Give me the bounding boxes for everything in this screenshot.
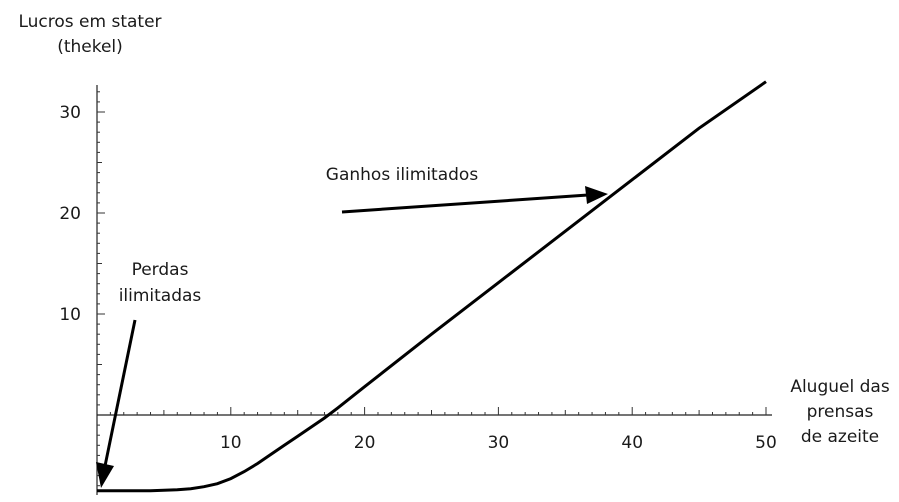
- payoff-curve: [97, 80, 767, 493]
- y-tick-label: 10: [59, 305, 81, 325]
- y-tick-label: 30: [59, 103, 81, 123]
- x-ticks: 10 20 30 40 50: [109, 407, 777, 453]
- gains-arrow-head: [585, 186, 608, 204]
- x-tick-label: 50: [755, 433, 777, 453]
- annotation-losses-line1: Perdas: [132, 260, 189, 280]
- x-axis-title-line1: Aluguel das: [790, 377, 889, 397]
- y-ticks: 10 20 30: [59, 91, 105, 487]
- annotation-gains: Ganhos ilimitados: [326, 165, 479, 185]
- x-tick-label: 20: [354, 433, 376, 453]
- x-axis-title-line2: prensas: [807, 402, 874, 422]
- annotation-losses-line2: ilimitadas: [119, 286, 202, 306]
- x-tick-label: 30: [488, 433, 510, 453]
- y-axis-title-line1: Lucros em stater: [18, 12, 161, 32]
- y-axis-title-line2: (thekel): [57, 37, 123, 57]
- x-axis-title-line3: de azeite: [801, 427, 879, 447]
- x-tick-label: 10: [220, 433, 242, 453]
- losses-arrow-shaft: [103, 319, 137, 467]
- losses-arrow-head: [96, 462, 114, 488]
- y-tick-label: 20: [59, 204, 81, 224]
- x-tick-label: 40: [621, 433, 643, 453]
- gains-arrow-shaft: [341, 193, 589, 214]
